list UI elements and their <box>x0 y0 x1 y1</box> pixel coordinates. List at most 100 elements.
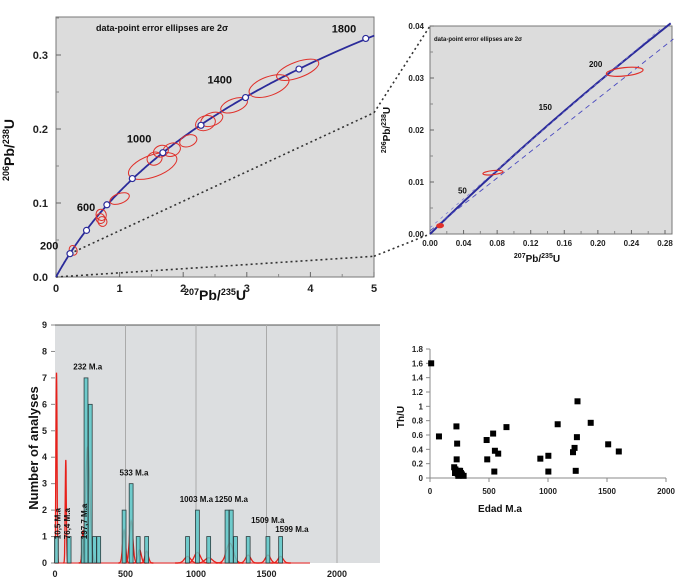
thu-scatter-panel: 0 500 1000 1500 2000 0 0.2 0.4 0.6 0.8 1 1.2 1.4 1.6 1… <box>396 345 675 515</box>
main-x-tick-label: 4 <box>307 283 314 295</box>
histogram-bar <box>87 403 93 564</box>
inset-envelope-line <box>429 28 662 229</box>
thu-x-tick-label: 1500 <box>598 487 616 496</box>
thu-data-point <box>554 421 561 428</box>
main-x-tick-label: 2 <box>180 283 186 295</box>
inset-y-tick-label: 0.04 <box>408 22 424 31</box>
concordia-age-marker <box>241 93 250 102</box>
zoom-connector-lower <box>373 233 431 258</box>
main-annotation: data-point error ellipses are 2σ <box>96 23 228 33</box>
main-plot-area <box>55 16 375 278</box>
thu-y-tick-label: 1.8 <box>412 345 424 354</box>
hist-y-tick-label: 3 <box>42 479 47 489</box>
inset-x-tick-label: 0.28 <box>657 239 673 248</box>
thu-data-point <box>483 437 490 444</box>
main-x-tick-label: 5 <box>371 283 377 295</box>
main-x-tick-label: 0 <box>53 283 59 295</box>
thu-y-tick-label: 0.2 <box>412 460 424 469</box>
thu-data-point <box>545 468 552 475</box>
hist-y-tick-label: 9 <box>42 320 47 330</box>
age-histogram-panel: 0 500 1000 1500 2000 0 1 2 3 4 5 6 7 8 9 232 M.a 533 M.… <box>26 320 380 579</box>
histogram-bar <box>206 536 212 564</box>
histogram-bar <box>96 536 102 564</box>
peak-age-label: 1509 M.a <box>251 516 285 525</box>
thu-data-point <box>484 456 491 463</box>
thu-data-point <box>495 450 502 457</box>
inset-ylabel: 206Pb/238U <box>381 107 393 153</box>
error-ellipse <box>276 58 320 81</box>
main-ylabel: 206Pb/238U <box>1 119 17 181</box>
inset-plot-area <box>429 25 673 235</box>
concordia-age-label: 1400 <box>208 75 232 87</box>
thu-x-tick-label: 500 <box>482 487 496 496</box>
histogram-bar <box>135 536 141 564</box>
thu-data-point <box>587 419 594 426</box>
inset-x-tick-label: 0.00 <box>422 239 438 248</box>
concordia-inset-panel: 0.00 0.04 0.08 0.12 0.16 0.20 0.24 0.28 0.00 0.01… <box>381 22 674 265</box>
inset-age-label: 200 <box>589 60 603 69</box>
concordia-age-marker <box>66 250 74 258</box>
hist-y-tick-label: 6 <box>42 399 47 409</box>
inset-x-tick-label: 0.04 <box>456 239 472 248</box>
thu-data-point <box>452 469 459 476</box>
peak-age-label: 1250 M.a <box>215 495 249 504</box>
main-x-tick-label: 3 <box>244 283 250 295</box>
thu-data-point <box>428 360 435 367</box>
thu-data-point <box>491 468 498 475</box>
thu-data-point <box>503 424 510 431</box>
inset-xlabel: 207Pb/235U <box>514 253 560 265</box>
error-ellipse <box>153 144 169 158</box>
histogram-bar <box>245 536 251 564</box>
peak-age-label: 1003 M.a <box>180 495 214 504</box>
thu-data-point <box>537 455 544 462</box>
inset-error-ellipse <box>605 66 644 77</box>
inset-y-tick-label: 0.02 <box>408 126 424 135</box>
thu-y-tick-label: 1.6 <box>412 359 424 368</box>
thu-y-tick-label: 1.2 <box>412 388 424 397</box>
error-ellipse <box>248 74 290 98</box>
concordia-age-marker <box>128 174 136 183</box>
histogram-bar <box>54 536 59 564</box>
inset-age-label: 150 <box>539 103 553 112</box>
thu-data-point <box>573 434 580 441</box>
histogram-bar <box>66 536 72 564</box>
concordia-curve <box>55 34 375 278</box>
concordia-age-label: 200 <box>40 241 58 253</box>
histogram-bar <box>233 536 238 564</box>
histogram-bar <box>185 536 190 564</box>
histogram-bar <box>278 536 283 564</box>
thu-data-point <box>453 456 460 463</box>
main-xlabel: 207Pb/235U <box>184 287 246 303</box>
thu-data-point <box>490 430 497 437</box>
hist-y-tick-label: 1 <box>42 532 47 542</box>
thu-y-tick-label: 1 <box>419 402 424 411</box>
thu-data-point <box>571 444 578 451</box>
hist-plot-area <box>55 325 380 563</box>
thu-y-tick-label: 0.8 <box>412 417 424 426</box>
hist-y-tick-label: 5 <box>42 426 47 436</box>
inset-annotation: data-point error ellipses are 2σ <box>434 37 522 43</box>
inset-x-tick-label: 0.20 <box>590 239 606 248</box>
main-y-tick-label: 0.2 <box>33 124 48 136</box>
peak-age-label: 232 M.a <box>73 363 102 372</box>
thu-x-tick-label: 0 <box>428 487 433 496</box>
hist-x-tick-label: 1000 <box>186 569 206 579</box>
hist-x-tick-label: 2000 <box>327 569 347 579</box>
inset-y-tick-label: 0.03 <box>408 74 424 83</box>
inset-x-tick-label: 0.16 <box>556 239 572 248</box>
error-ellipse <box>127 152 178 180</box>
thu-ylabel: Th/U <box>396 406 407 428</box>
concordia-age-marker <box>197 121 205 129</box>
main-y-tick-label: 0.3 <box>33 50 48 62</box>
inset-error-ellipse <box>436 223 445 229</box>
concordia-age-marker <box>295 65 303 73</box>
concordia-main-panel: 0 1 2 3 4 5 0.0 0.1 0.2 0.3 200 600 1000 1400 1800 da… <box>1 16 431 303</box>
histogram-bar <box>265 536 271 564</box>
error-ellipse <box>109 192 130 205</box>
concordia-age-label: 600 <box>77 202 95 214</box>
thu-y-tick-label: 0.4 <box>412 445 424 454</box>
hist-y-tick-label: 2 <box>42 505 47 515</box>
histogram-bar <box>144 536 149 564</box>
inset-envelope-line <box>429 38 674 232</box>
hist-x-tick-label: 1500 <box>256 569 276 579</box>
